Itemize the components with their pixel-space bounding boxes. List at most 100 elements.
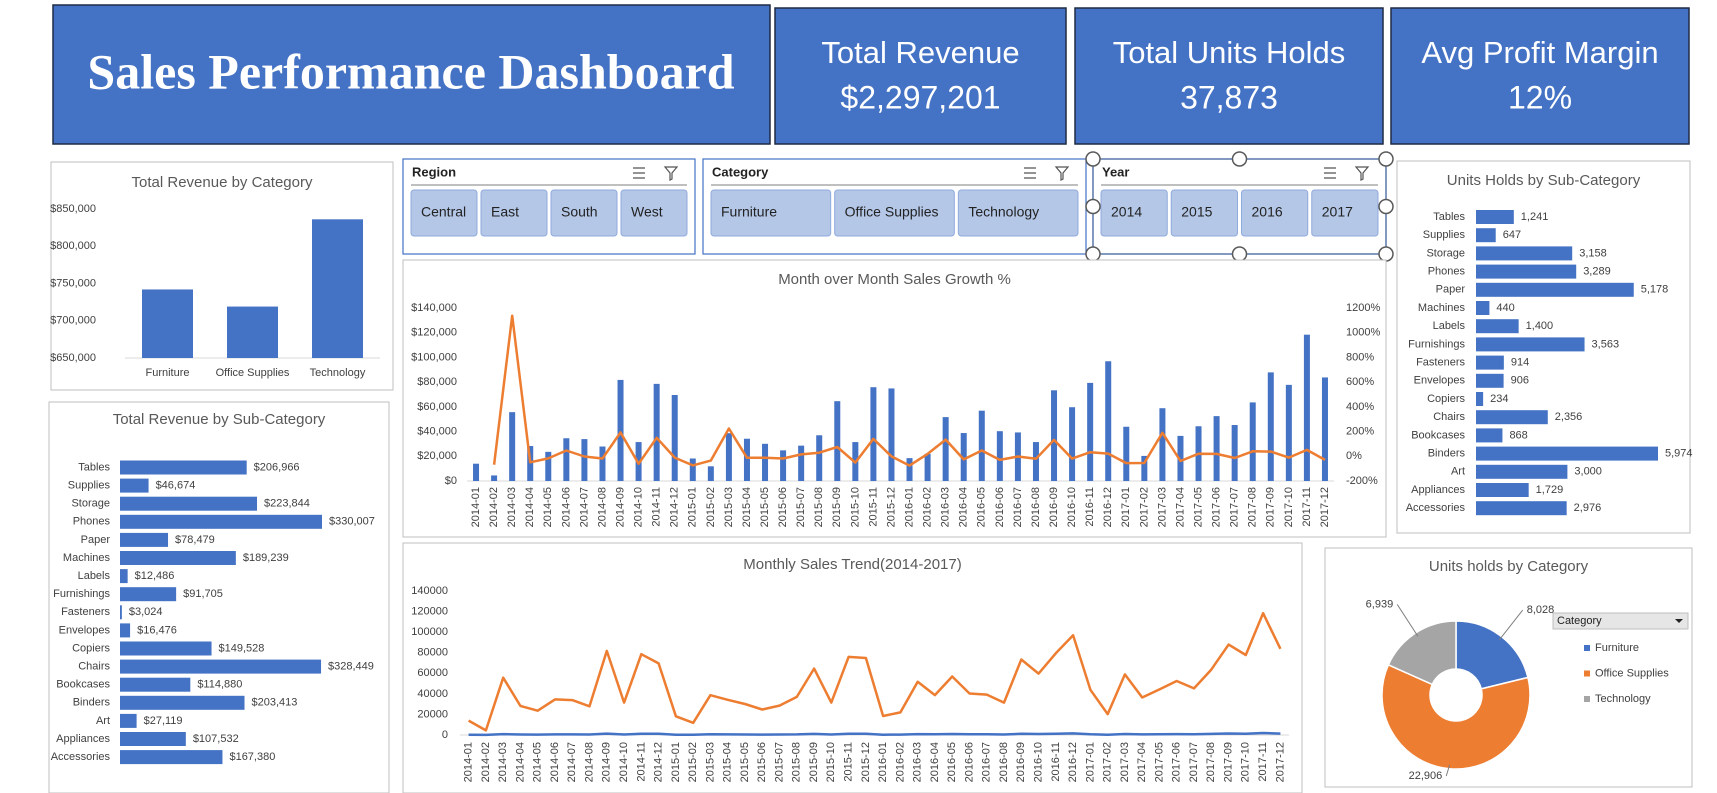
- data-label: 647: [1503, 229, 1521, 241]
- data-label: 6,939: [1366, 598, 1394, 610]
- slicer-item[interactable]: [620, 189, 688, 237]
- legend-title: Category: [1557, 615, 1602, 627]
- x-tick-label: 2016-08: [1030, 487, 1042, 527]
- bar: [1159, 408, 1166, 481]
- multi-select-icon[interactable]: [633, 167, 645, 179]
- data-label: 22,906: [1409, 770, 1443, 782]
- y-tick-label: Supplies: [1423, 229, 1466, 241]
- slicer-item[interactable]: [834, 189, 955, 237]
- x-tick-label: 2015-03: [704, 742, 716, 782]
- y-tick-label: Tables: [78, 461, 110, 473]
- multi-select-icon[interactable]: [1324, 167, 1336, 179]
- bar: [816, 435, 823, 481]
- y-tick-label: Labels: [1433, 320, 1466, 332]
- slicer-item-label[interactable]: 2015: [1181, 204, 1212, 220]
- bar: [1476, 210, 1514, 224]
- bar: [120, 478, 149, 493]
- bar: [888, 388, 895, 481]
- x-tick-label: 2015-04: [722, 742, 734, 782]
- kpi-box: [1074, 7, 1384, 145]
- clear-filter-icon[interactable]: [1354, 166, 1370, 181]
- x-tick-label: 2016-06: [994, 487, 1006, 527]
- slicer-item[interactable]: [710, 189, 832, 237]
- y-tick-label: $140,000: [411, 302, 457, 314]
- slicer-item[interactable]: [1100, 189, 1168, 237]
- slicer-item-label[interactable]: Central: [421, 204, 466, 220]
- legend-header[interactable]: [1552, 612, 1689, 630]
- donut-slice: [1455, 620, 1529, 690]
- legend-dropdown[interactable]: [1675, 619, 1683, 623]
- slicer-item-label[interactable]: Furniture: [721, 204, 777, 220]
- x-tick-label: 2015-10: [825, 742, 837, 782]
- kpi-label: Avg Profit Margin: [1421, 35, 1658, 70]
- slicer-item-label[interactable]: West: [631, 204, 663, 220]
- legend-swatch: [1584, 645, 1590, 651]
- x-tick-label: 2014-06: [549, 742, 561, 782]
- x-tick-label: 2014-01: [470, 487, 482, 527]
- x-tick-label: 2016-01: [903, 487, 915, 527]
- slicer-item[interactable]: [1241, 189, 1309, 237]
- bar: [120, 551, 236, 565]
- bar: [120, 587, 177, 602]
- data-label: 2,356: [1555, 411, 1583, 423]
- bar: [780, 450, 787, 481]
- data-label: $91,705: [183, 588, 223, 600]
- slicer-item-label[interactable]: 2016: [1252, 204, 1283, 220]
- x-tick-label: 2015-11: [843, 742, 855, 782]
- slicer-item-label[interactable]: Office Supplies: [845, 204, 939, 220]
- bar: [617, 379, 624, 481]
- clear-filter-icon[interactable]: [663, 166, 679, 181]
- bar: [671, 394, 678, 481]
- slicer-item-label[interactable]: Technology: [968, 204, 1039, 220]
- slicer-item[interactable]: [480, 189, 548, 237]
- slicer-item-label[interactable]: 2014: [1111, 204, 1142, 220]
- bar: [1476, 392, 1484, 406]
- clear-filter-icon[interactable]: [1054, 166, 1070, 181]
- bar: [1249, 402, 1256, 481]
- slicer-item[interactable]: [550, 189, 618, 237]
- y-tick-label: $0: [445, 475, 457, 487]
- data-label: 1,400: [1526, 320, 1554, 332]
- x-tick-label: 2017-07: [1188, 742, 1200, 782]
- chart-title: Monthly Sales Trend(2014-2017): [743, 556, 961, 573]
- slicer-item-label[interactable]: East: [491, 204, 519, 220]
- slicer-item[interactable]: [1170, 189, 1238, 237]
- bar: [599, 446, 606, 481]
- kpi-label: Total Revenue: [821, 35, 1019, 70]
- x-tick-label: 2017-09: [1222, 742, 1234, 782]
- x-tick-label: 2015-12: [885, 487, 897, 527]
- y-tick-label: Storage: [1426, 247, 1465, 259]
- y-tick-label: Machines: [63, 552, 111, 564]
- slicer-item[interactable]: [410, 189, 478, 237]
- bar: [1476, 446, 1658, 461]
- y-tick-label: Copiers: [1427, 393, 1465, 405]
- x-tick-label: 2015-09: [808, 742, 820, 782]
- bar: [545, 451, 552, 481]
- x-tick-label: 2016-06: [963, 742, 975, 782]
- x-tick-label: 2017-09: [1265, 487, 1277, 527]
- bar: [120, 695, 245, 710]
- slicer-item-label[interactable]: 2017: [1322, 204, 1353, 220]
- slicer-item[interactable]: [1311, 189, 1379, 237]
- slicer-title: Category: [712, 164, 769, 179]
- y-tick-label: 20000: [417, 708, 448, 720]
- data-label: $12,486: [135, 570, 175, 582]
- x-tick-label: 2016-10: [1032, 742, 1044, 782]
- line: [492, 314, 1326, 467]
- multi-select-icon[interactable]: [1024, 167, 1036, 179]
- slicer-item-label[interactable]: South: [561, 204, 598, 220]
- bar: [1476, 483, 1529, 497]
- data-label: 5,178: [1641, 284, 1669, 296]
- bar: [996, 431, 1003, 481]
- data-label: $189,239: [243, 552, 289, 564]
- line: [467, 611, 1282, 732]
- slicer-item[interactable]: [957, 189, 1079, 237]
- bar: [725, 433, 732, 481]
- x-tick-label: 2016-03: [912, 742, 924, 782]
- x-tick-label: 2015-11: [867, 487, 879, 527]
- data-label: 3,289: [1583, 266, 1611, 278]
- x-tick-label: Furniture: [145, 367, 189, 379]
- x-tick-label: 2017-04: [1136, 742, 1148, 782]
- line: [468, 731, 1281, 737]
- y-tick-label: Copiers: [72, 642, 110, 654]
